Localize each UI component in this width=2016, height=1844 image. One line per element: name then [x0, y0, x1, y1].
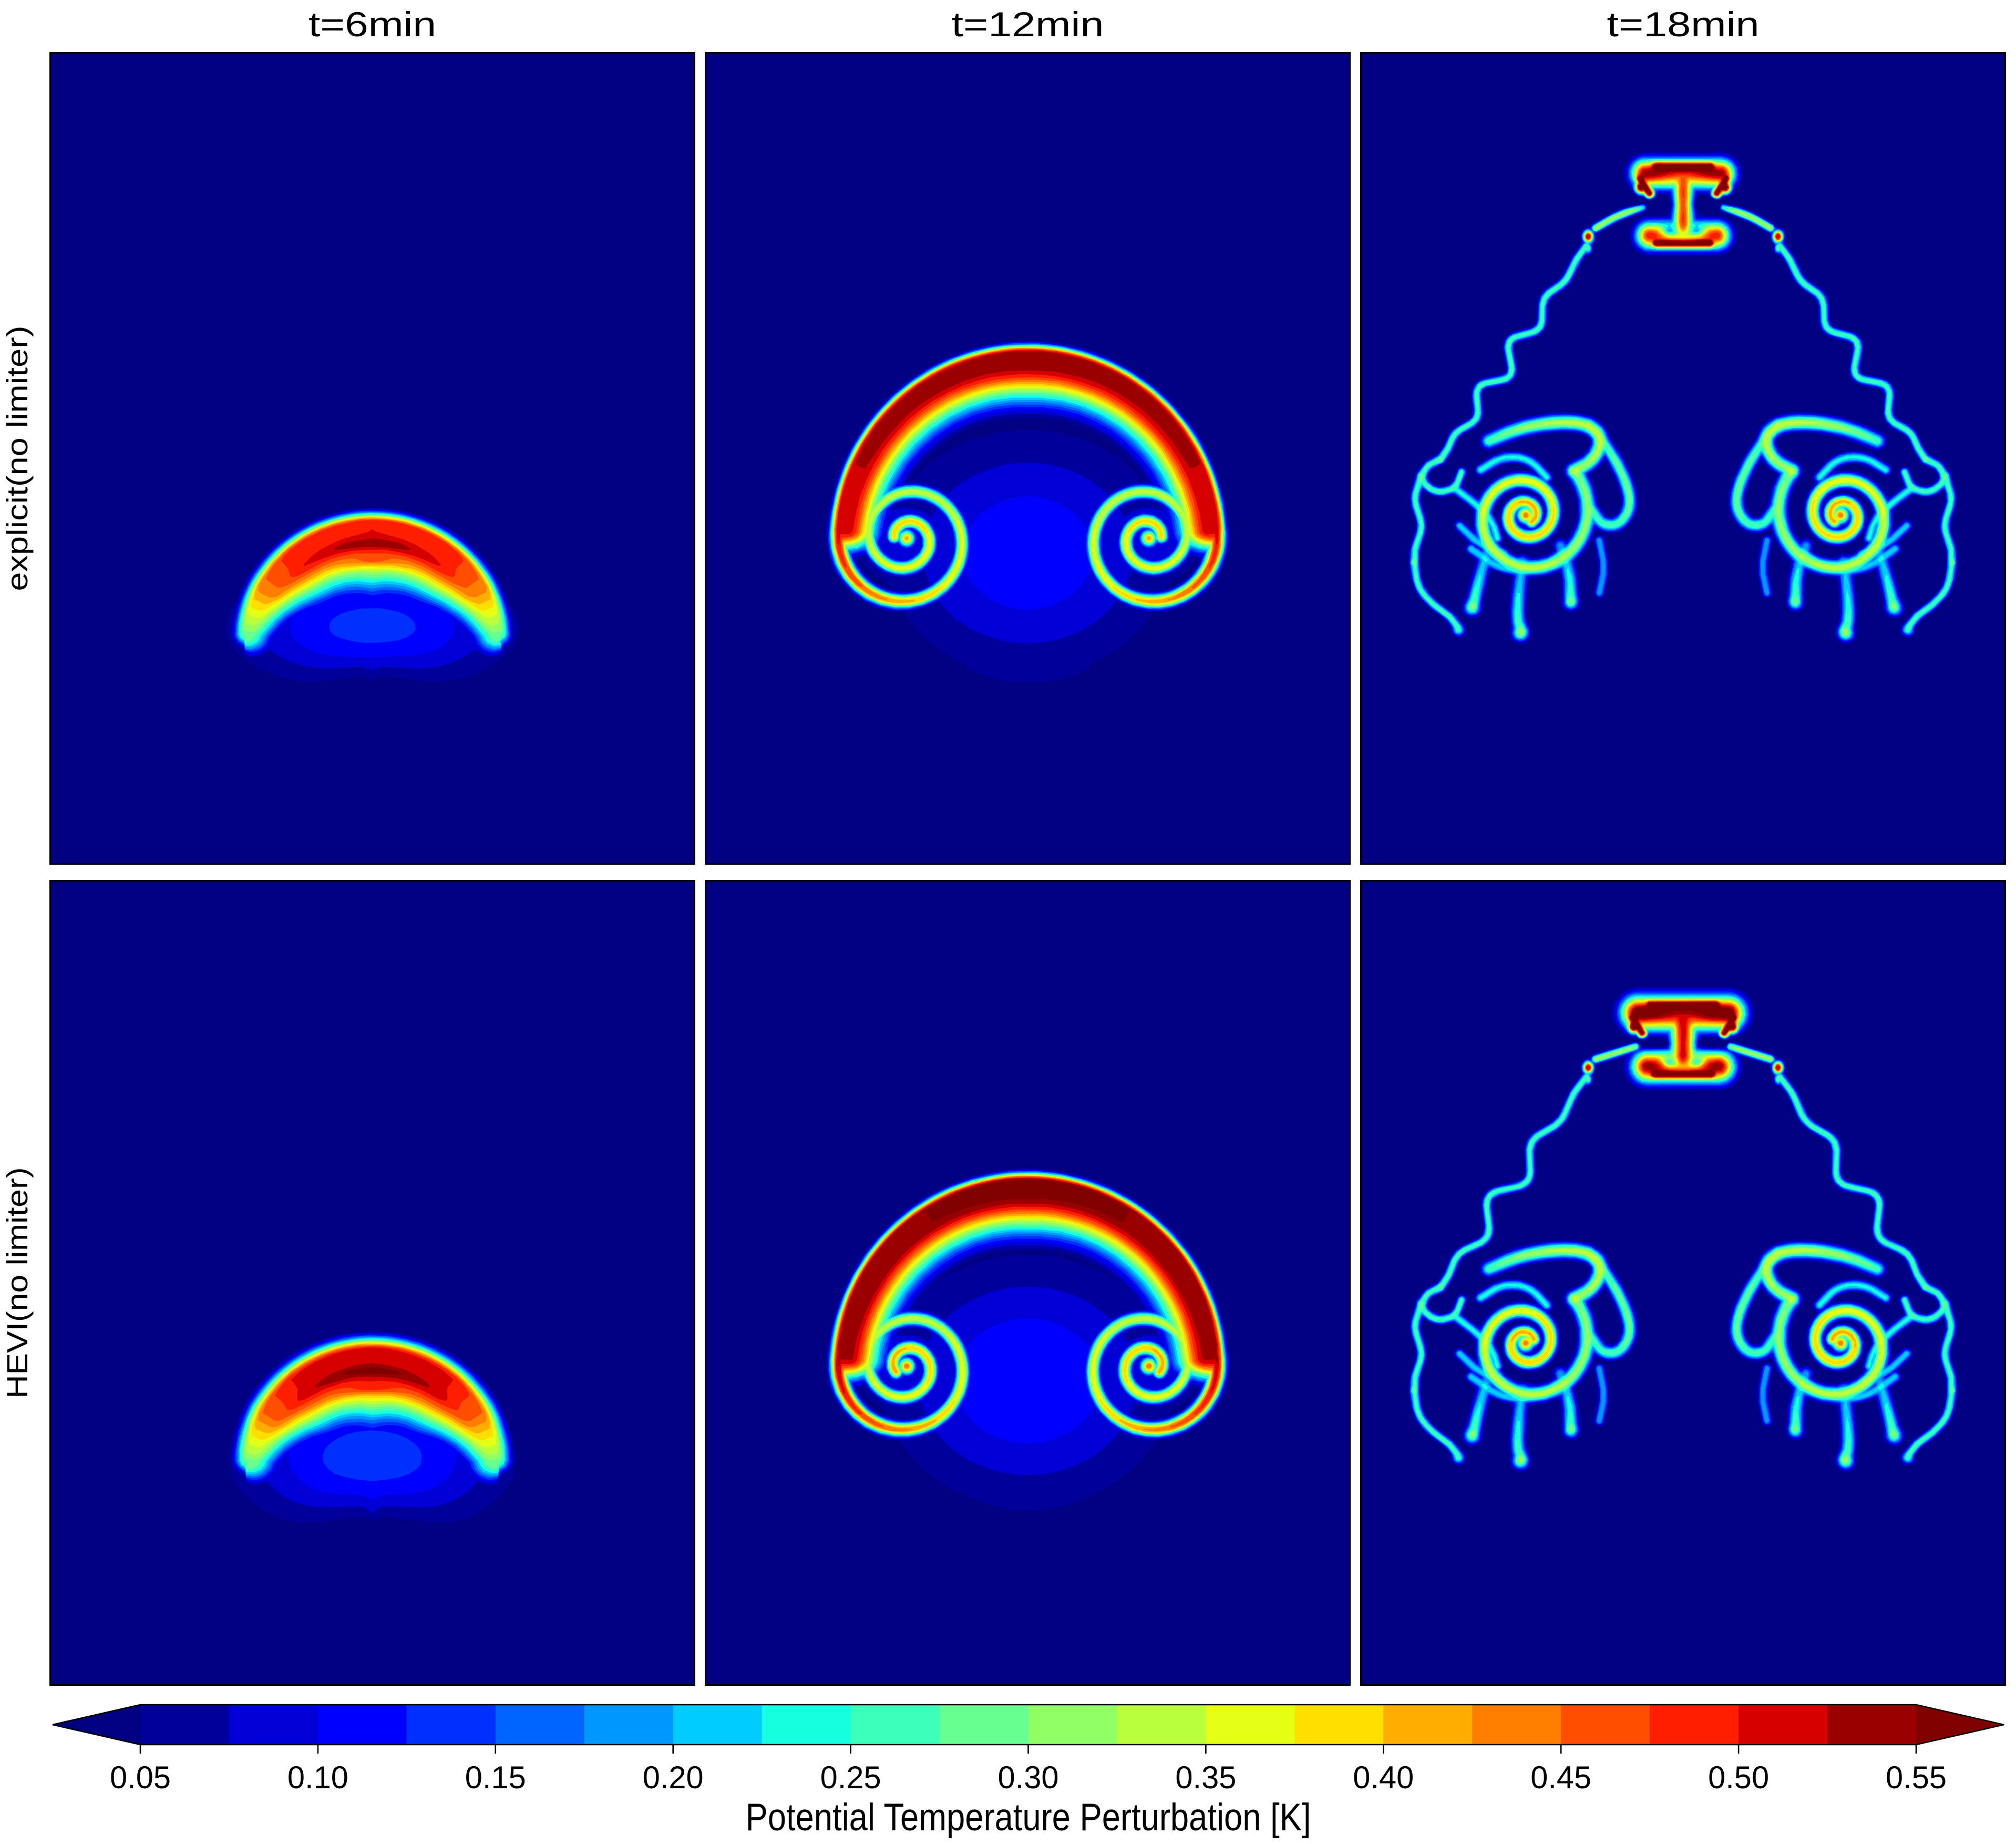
svg-text:HEVI(no limiter): HEVI(no limiter) [1, 1167, 34, 1399]
svg-text:0.15: 0.15 [465, 1760, 526, 1795]
svg-text:0.05: 0.05 [110, 1760, 171, 1795]
svg-text:0.10: 0.10 [287, 1760, 348, 1795]
svg-text:0.35: 0.35 [1175, 1760, 1236, 1795]
svg-text:0.20: 0.20 [643, 1760, 704, 1795]
svg-text:explicit(no limiter): explicit(no limiter) [1, 326, 34, 591]
svg-text:0.30: 0.30 [998, 1760, 1059, 1795]
svg-text:t=6min: t=6min [308, 5, 436, 44]
svg-text:0.25: 0.25 [820, 1760, 881, 1795]
svg-text:0.55: 0.55 [1886, 1760, 1947, 1795]
svg-text:t=18min: t=18min [1607, 5, 1760, 44]
svg-text:0.50: 0.50 [1708, 1760, 1769, 1795]
svg-text:t=12min: t=12min [952, 5, 1104, 44]
svg-text:Potential Temperature Perturba: Potential Temperature Perturbation [K] [746, 1796, 1311, 1839]
svg-text:0.40: 0.40 [1353, 1760, 1414, 1795]
svg-text:0.45: 0.45 [1530, 1760, 1591, 1795]
